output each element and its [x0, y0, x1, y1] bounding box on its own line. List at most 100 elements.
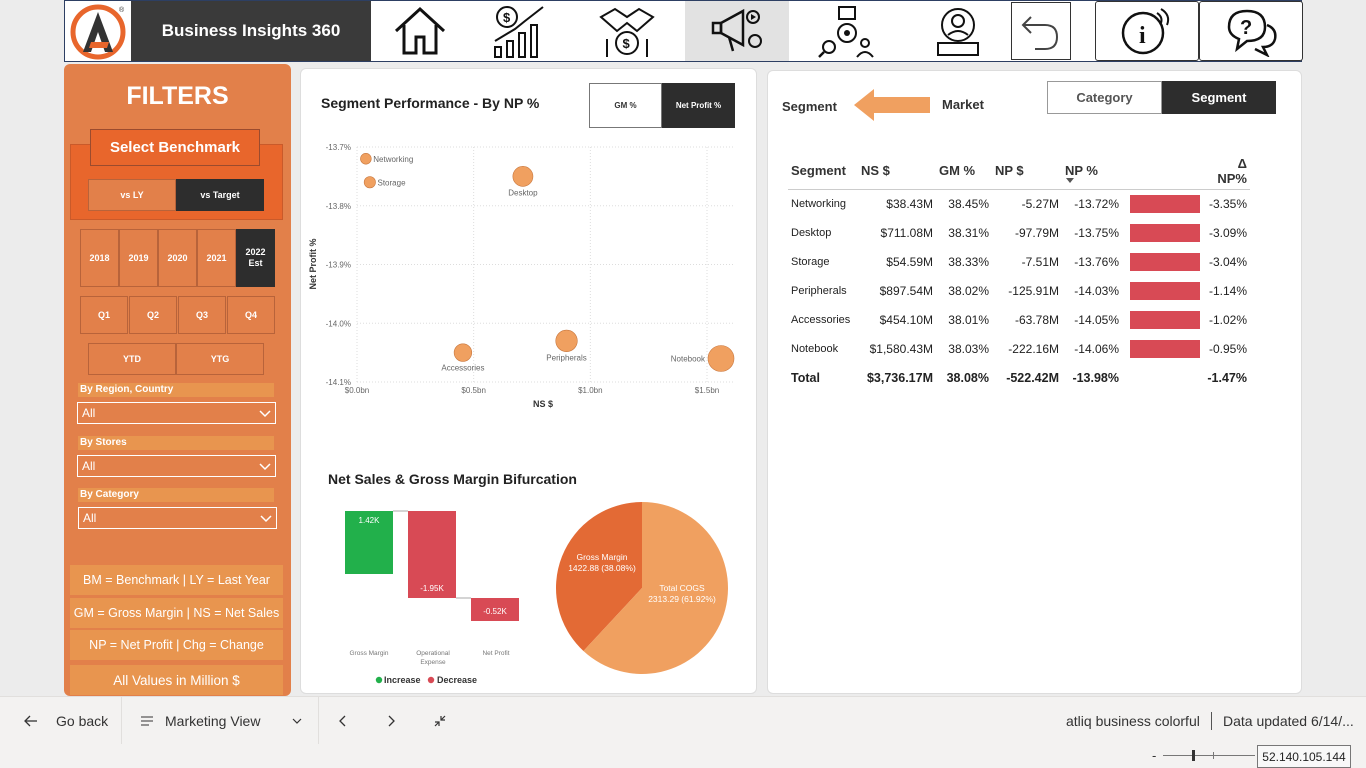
svg-text:$: $	[623, 36, 631, 51]
pie-slice-total-cogs[interactable]	[583, 502, 728, 674]
finance-view-button[interactable]: $	[469, 1, 569, 61]
total-cell: Total	[791, 370, 820, 385]
help-button[interactable]: ?	[1199, 1, 1303, 61]
scatter-point-desktop[interactable]	[512, 166, 534, 187]
drill-crumb-market[interactable]: Market	[942, 97, 984, 112]
year-2020-button[interactable]: 2020	[158, 229, 197, 287]
zoom-slider-thumb[interactable]	[1192, 750, 1195, 761]
scatter-point-label: Notebook	[671, 355, 706, 364]
gm-percent-toggle[interactable]: GM %	[589, 83, 662, 128]
cell-np: -97.79M	[1014, 225, 1059, 240]
cell-np-percent: -13.75%	[1074, 225, 1119, 240]
info-button[interactable]: i	[1095, 1, 1199, 61]
sales-view-button[interactable]: $	[569, 1, 685, 61]
stores-filter-value: All	[82, 459, 96, 473]
segment-matrix-table: Segment NS $ GM % NP $ NP % Δ NP% Networ…	[788, 153, 1250, 392]
waterfall-chart: 1.42K -1.95K -0.52K Gross Margin Operati…	[345, 510, 519, 685]
year-2018-button[interactable]: 2018	[80, 229, 119, 287]
year-2022-est-button[interactable]: 2022 Est	[236, 229, 275, 287]
benchmark-vs-ly-button[interactable]: vs LY	[88, 179, 176, 211]
home-button[interactable]	[371, 1, 469, 61]
quarter-q4-button[interactable]: Q4	[227, 296, 275, 334]
cell-ns: $54.59M	[886, 254, 933, 269]
scatter-point-notebook[interactable]	[707, 345, 735, 372]
quarter-q1-button[interactable]: Q1	[80, 296, 128, 334]
waterfall-bar-gross-margin	[345, 511, 393, 574]
scatter-point-networking[interactable]	[360, 153, 372, 165]
quarter-q3-button[interactable]: Q3	[178, 296, 226, 334]
column-header-np-percent[interactable]: NP %	[1062, 153, 1122, 190]
cell-np-percent: -13.76%	[1074, 254, 1119, 269]
scatter-y-tick: -13.8%	[326, 202, 351, 211]
cell-np-percent: -14.03%	[1074, 283, 1119, 298]
zoom-slider-track[interactable]	[1163, 755, 1255, 756]
scatter-point-peripherals[interactable]	[555, 329, 578, 352]
year-2019-button[interactable]: 2019	[119, 229, 158, 287]
quarter-q2-button[interactable]: Q2	[129, 296, 177, 334]
waterfall-value-operational-expense: -1.95K	[420, 584, 444, 593]
supply-chain-view-button[interactable]	[789, 1, 905, 61]
center-panel: Segment Performance - By NP % GM % Net P…	[300, 68, 757, 694]
table-header-row: Segment NS $ GM % NP $ NP % Δ NP%	[788, 153, 1250, 190]
table-row[interactable]: Storage $54.59M 38.33% -7.51M -13.76% -3.04%	[788, 247, 1250, 276]
executive-view-button[interactable]	[905, 1, 1011, 61]
footer-divider	[1211, 712, 1212, 730]
column-header-gm[interactable]: GM %	[936, 153, 992, 190]
zoom-out-button[interactable]: -	[1152, 748, 1157, 763]
cell-ns: $711.08M	[880, 225, 933, 240]
cell-delta-np: -0.95%	[1208, 341, 1247, 356]
go-back-button[interactable]: Go back	[0, 697, 122, 745]
back-navigation-button[interactable]	[1011, 2, 1071, 60]
pie-slice-gross-margin[interactable]	[556, 502, 642, 652]
marketing-icon	[711, 8, 762, 52]
scatter-point-storage[interactable]	[363, 176, 376, 189]
stores-filter-label: By Stores	[78, 436, 274, 450]
scatter-point-label: Desktop	[508, 188, 538, 197]
column-header-ns[interactable]: NS $	[858, 153, 936, 190]
total-cell: -1.47%	[1207, 370, 1247, 385]
scatter-y-tick: -14.0%	[326, 319, 351, 328]
table-row[interactable]: Peripherals $897.54M 38.02% -125.91M -14.03%…	[788, 276, 1250, 305]
marketing-view-button[interactable]	[685, 1, 789, 61]
column-header-segment[interactable]: Segment	[788, 153, 858, 190]
table-row[interactable]: Desktop $711.08M 38.31% -97.79M -13.75% -3.09…	[788, 218, 1250, 247]
cell-np: -125.91M	[1008, 283, 1059, 298]
table-row[interactable]: Accessories $454.10M 38.01% -63.78M -14.05% -…	[788, 305, 1250, 334]
table-row[interactable]: Notebook $1,580.43M 38.03% -222.16M -14.06% -…	[788, 334, 1250, 363]
page-selector-dropdown[interactable]: Marketing View	[123, 697, 319, 745]
cell-np-percent: -14.05%	[1074, 312, 1119, 327]
zoom-slider-tick	[1213, 752, 1214, 759]
gross-margin-pie-chart: Gross Margin 1422.88 (38.08%) Total COGS…	[556, 502, 728, 674]
tab-category[interactable]: Category	[1047, 81, 1162, 114]
year-2021-button[interactable]: 2021	[197, 229, 236, 287]
delta-np-bar	[1130, 281, 1200, 300]
total-cell: $3,736.17M	[866, 370, 933, 385]
arrow-left-icon[interactable]	[854, 87, 934, 123]
scatter-point-label: Accessories	[441, 363, 484, 372]
collapse-icon	[434, 715, 446, 727]
column-header-delta-np[interactable]: Δ NP%	[1203, 153, 1250, 190]
tab-segment[interactable]: Segment	[1162, 81, 1276, 114]
sales-icon: $	[599, 7, 655, 57]
benchmark-vs-target-button[interactable]: vs Target	[176, 179, 264, 211]
category-filter-dropdown[interactable]: All	[78, 507, 277, 529]
cell-segment: Networking	[791, 197, 847, 210]
next-page-button[interactable]	[386, 697, 396, 745]
previous-page-button[interactable]	[338, 697, 348, 745]
legend-net-profit: NP = Net Profit | Chg = Change	[70, 630, 283, 660]
stores-filter-dropdown[interactable]: All	[77, 455, 276, 477]
column-header-np[interactable]: NP $	[992, 153, 1062, 190]
waterfall-bar-net-profit	[471, 598, 519, 621]
region-filter-dropdown[interactable]: All	[77, 402, 276, 424]
table-row[interactable]: Networking $38.43M 38.45% -5.27M -13.72% -3.3…	[788, 189, 1250, 218]
scatter-point-accessories[interactable]	[453, 343, 473, 362]
waterfall-bar-operational-expense	[408, 511, 456, 598]
exit-fullscreen-button[interactable]	[433, 697, 447, 745]
delta-np-bar	[1130, 194, 1200, 213]
ytd-button[interactable]: YTD	[88, 343, 176, 375]
cell-np: -5.27M	[1021, 196, 1059, 211]
ytg-button[interactable]: YTG	[176, 343, 264, 375]
cell-bar	[1122, 363, 1203, 392]
net-profit-percent-toggle[interactable]: Net Profit %	[662, 83, 735, 128]
cell-ns: $1,580.43M	[869, 341, 933, 356]
